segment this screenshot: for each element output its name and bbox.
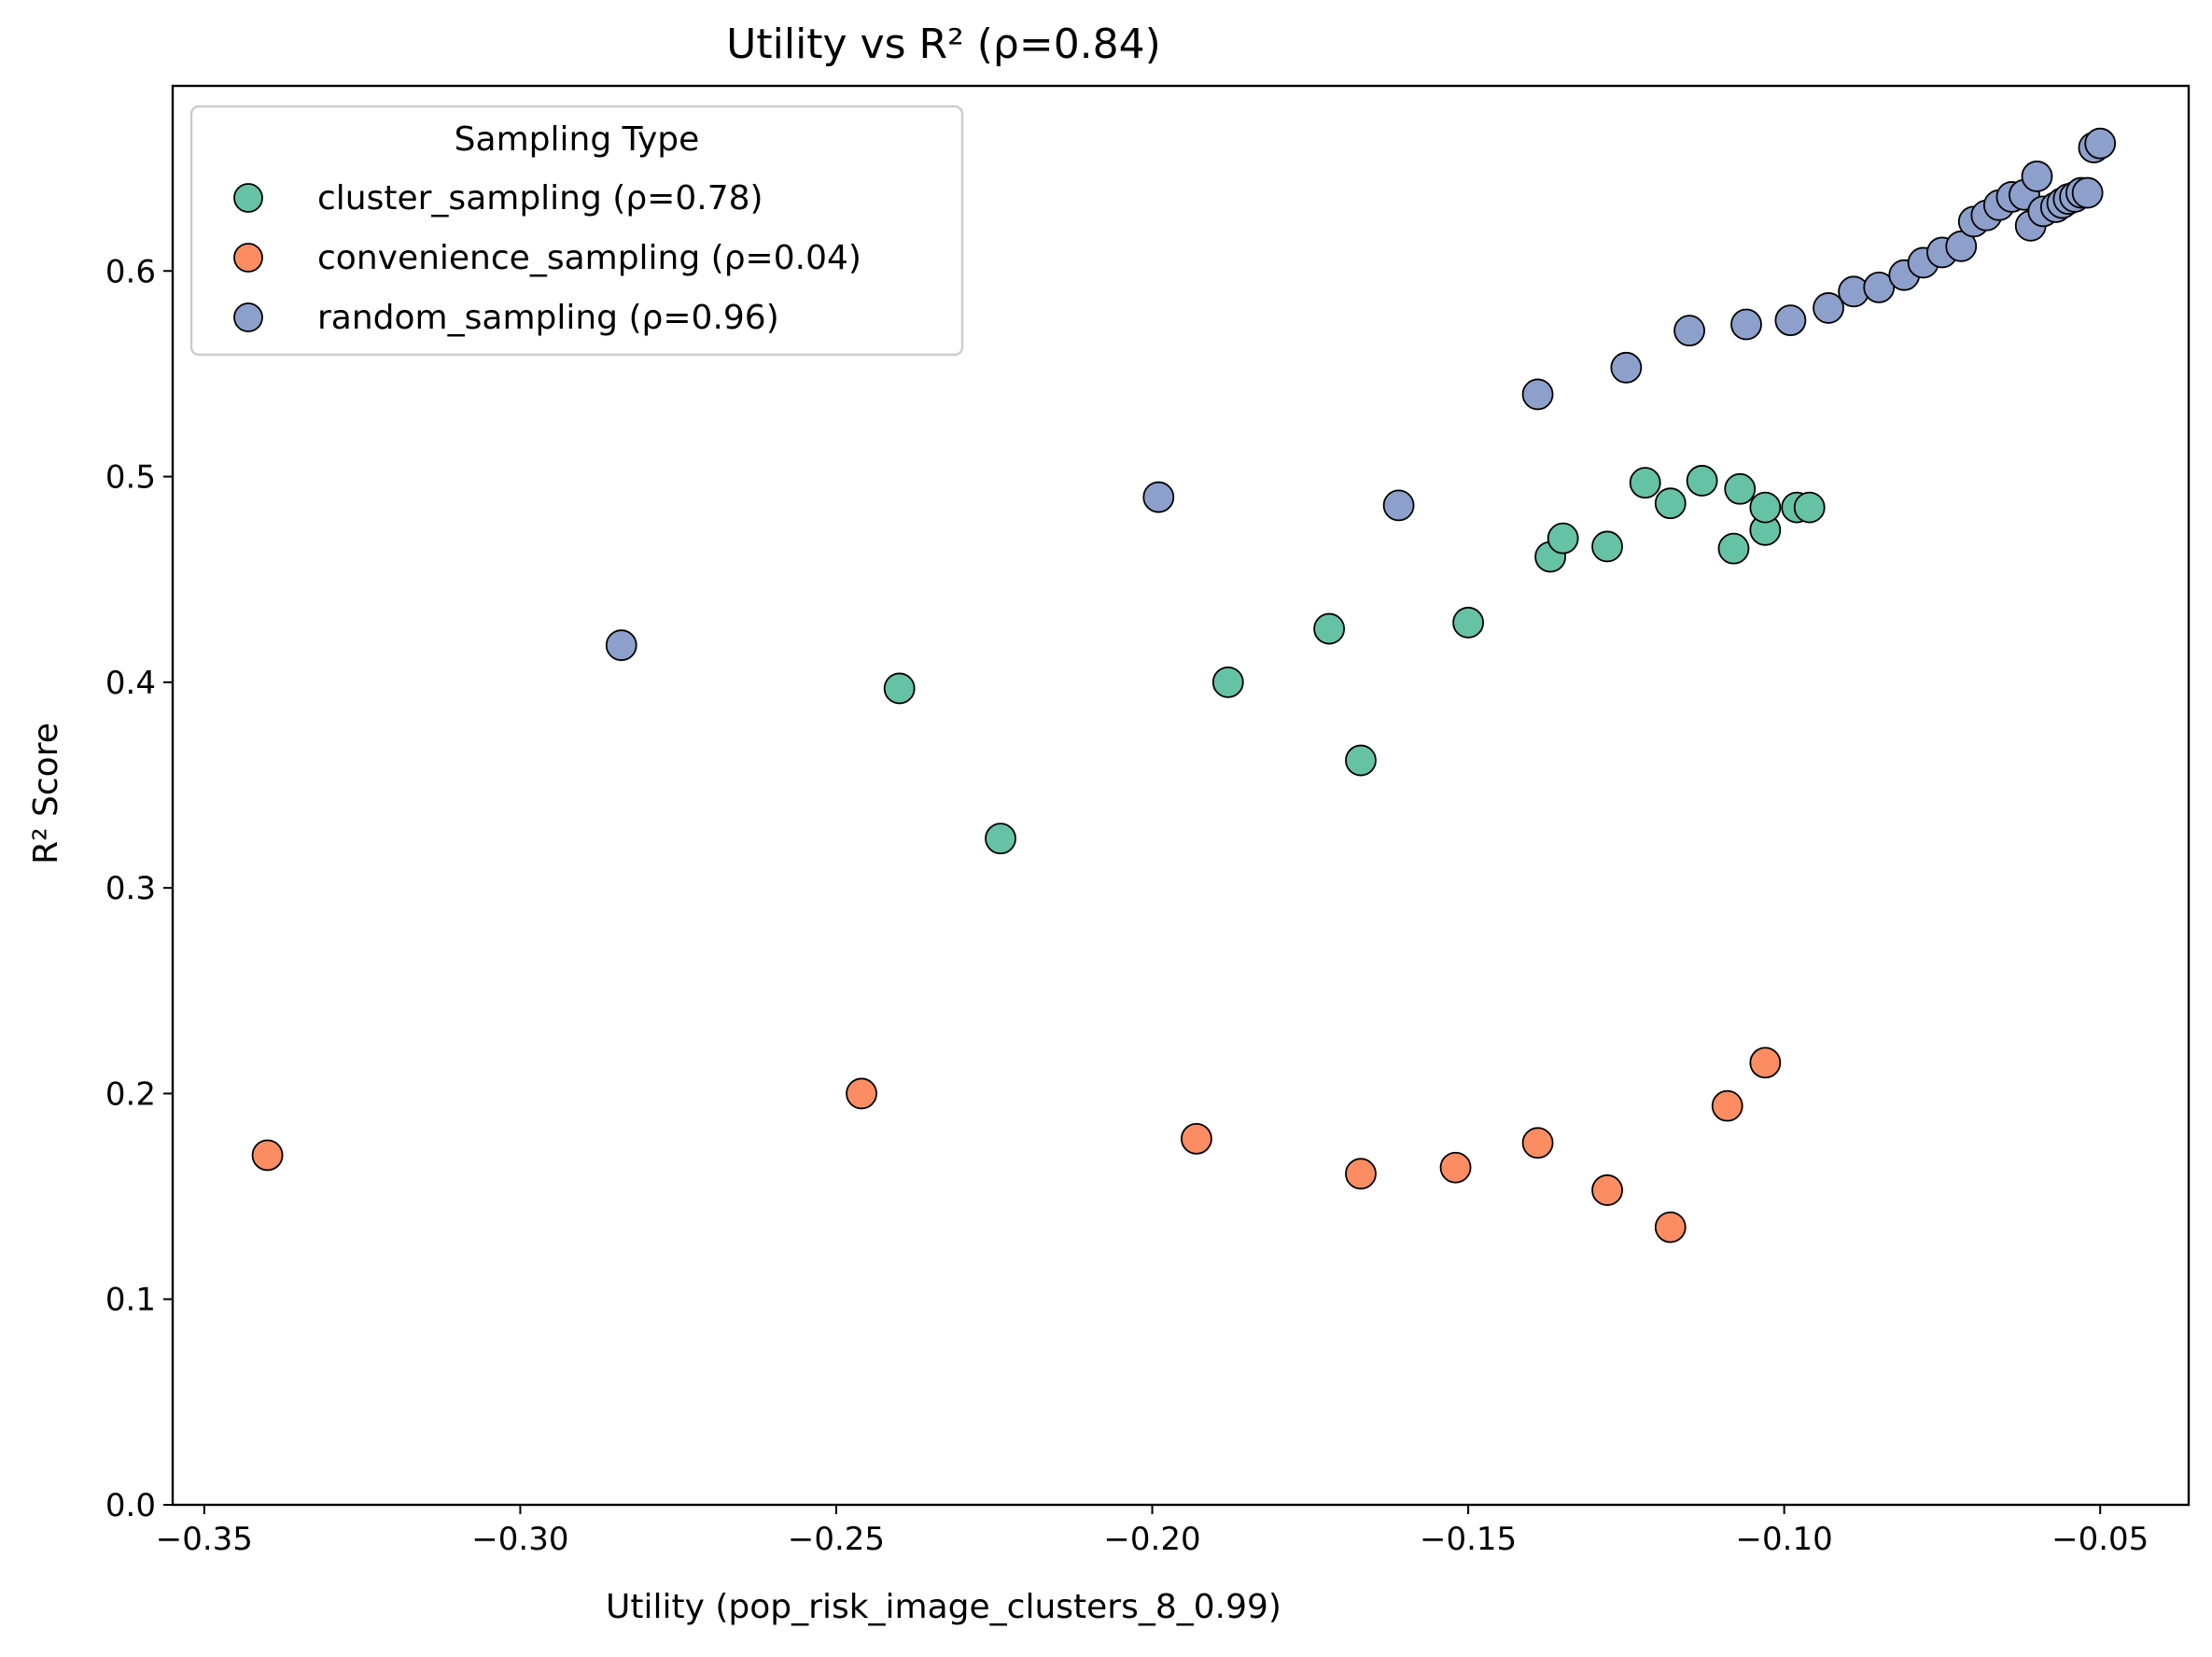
y-tick-label: 0.0	[105, 1487, 156, 1524]
data-point	[1313, 612, 1346, 645]
x-tick-label: −0.10	[1736, 1521, 1833, 1558]
legend-title: Sampling Type	[455, 120, 700, 159]
data-point	[2084, 127, 2117, 160]
data-point	[1717, 532, 1750, 565]
legend-entry-label: convenience_sampling (ρ=0.04)	[317, 239, 861, 277]
data-point	[1863, 271, 1896, 303]
data-point	[846, 1077, 877, 1110]
y-tick-label: 0.4	[105, 665, 156, 702]
legend-marker	[233, 183, 263, 213]
legend-entry-label: random_sampling (ρ=0.96)	[317, 299, 779, 337]
x-tick-label: −0.20	[1103, 1521, 1200, 1558]
data-point	[251, 1139, 284, 1172]
data-point	[985, 822, 1016, 855]
x-axis-label: Utility (pop_risk_image_clusters_8_0.99)	[606, 1588, 1281, 1626]
data-point	[1547, 522, 1579, 555]
plot-frame	[171, 84, 2191, 1507]
data-point	[1591, 530, 1623, 563]
x-tick-label: −0.30	[471, 1521, 568, 1558]
data-point	[1730, 308, 1762, 341]
data-point	[2021, 161, 2053, 192]
data-point	[1345, 744, 1377, 777]
data-point	[1211, 666, 1244, 698]
data-point	[1382, 489, 1415, 522]
x-tick-label: −0.25	[788, 1521, 885, 1558]
legend-marker	[233, 302, 263, 332]
y-tick-label: 0.5	[105, 459, 156, 497]
data-point	[1452, 607, 1484, 639]
data-point	[1945, 230, 1978, 262]
x-axis-ticks: −0.35 −0.30 −0.25 −0.20 −0.15 −0.10 −0.05	[156, 1505, 2149, 1558]
data-point	[1521, 378, 1554, 411]
data-point	[883, 672, 916, 705]
data-point	[1610, 351, 1643, 384]
legend-frame	[189, 105, 964, 357]
y-tick-label: 0.6	[105, 253, 156, 290]
data-point	[1673, 315, 1705, 347]
data-point	[1629, 467, 1661, 499]
legend: Sampling Type cluster_sampling (ρ=0.78)c…	[189, 105, 964, 357]
legend-marker	[233, 243, 263, 273]
legend-entries: cluster_sampling (ρ=0.78) convenience_sam…	[233, 179, 861, 337]
data-point	[1686, 465, 1718, 497]
data-point	[1774, 304, 1807, 337]
data-point	[1724, 472, 1757, 505]
y-axis-ticks: 0.0 0.1 0.2 0.3 0.4 0.5 0.6	[105, 253, 173, 1524]
data-point	[2071, 176, 2104, 209]
data-point	[1181, 1122, 1212, 1155]
data-point	[1345, 1158, 1377, 1190]
data-point	[1793, 491, 1826, 524]
x-tick-label: −0.35	[156, 1521, 253, 1558]
x-tick-label: −0.05	[2051, 1521, 2149, 1558]
legend-entry-label: cluster_sampling (ρ=0.78)	[317, 179, 763, 218]
data-point	[1813, 292, 1844, 324]
data-point	[1591, 1174, 1623, 1206]
data-point	[1749, 1046, 1782, 1079]
y-tick-label: 0.3	[105, 870, 156, 907]
data-point	[1521, 1127, 1554, 1159]
y-tick-label: 0.2	[105, 1075, 156, 1113]
data-points	[251, 127, 2117, 1243]
y-tick-label: 0.1	[105, 1282, 156, 1319]
x-tick-label: −0.15	[1420, 1521, 1517, 1558]
y-axis-label: R² Score	[27, 723, 65, 864]
data-point	[1142, 481, 1175, 513]
data-point	[1439, 1151, 1472, 1184]
data-point	[1654, 1211, 1687, 1243]
data-point	[1711, 1089, 1743, 1122]
data-point	[605, 629, 637, 662]
chart-title: Utility vs R² (ρ=0.84)	[726, 21, 1161, 68]
data-point	[1749, 491, 1782, 524]
data-point	[1654, 487, 1687, 520]
